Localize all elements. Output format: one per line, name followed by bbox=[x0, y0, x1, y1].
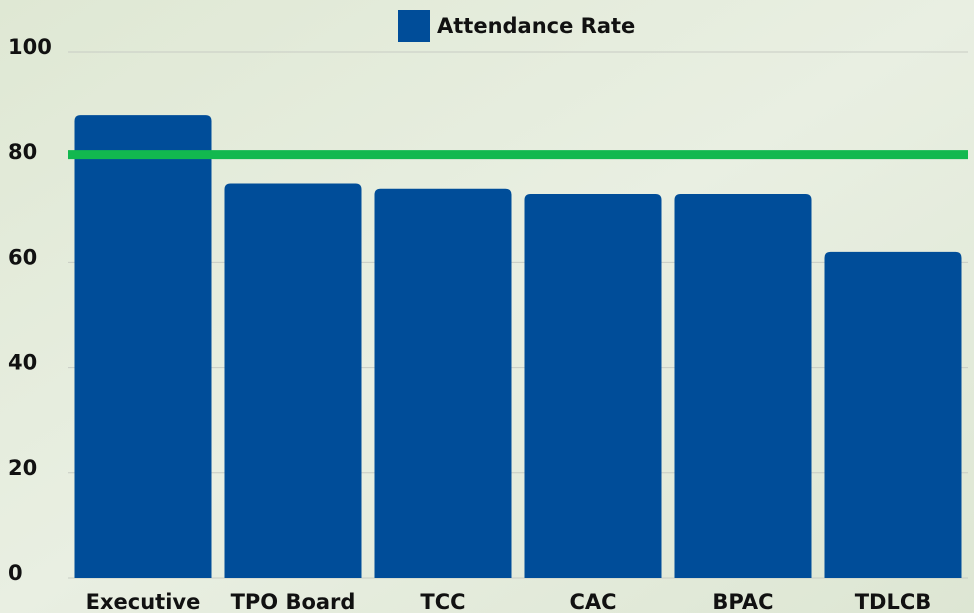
legend-swatch bbox=[398, 10, 430, 42]
x-tick-label: Executive bbox=[86, 590, 201, 613]
page: 0 20 40 60 80 100 Attendance Rate Executive TPO … bbox=[0, 0, 974, 613]
x-tick-label: TDLCB bbox=[855, 590, 932, 613]
chart: 0 20 40 60 80 100 Attendance Rate Executive TPO … bbox=[0, 0, 974, 613]
bar bbox=[75, 115, 212, 578]
x-tick-label: CAC bbox=[569, 590, 616, 613]
y-tick-label: 20 bbox=[8, 456, 37, 480]
y-tick-label: 80 bbox=[8, 140, 37, 164]
bar bbox=[675, 194, 812, 578]
bar bbox=[825, 252, 962, 578]
x-tick-label: TPO Board bbox=[231, 590, 356, 613]
y-tick-label: 100 bbox=[8, 35, 52, 59]
bar bbox=[225, 184, 362, 579]
y-tick-label: 40 bbox=[8, 351, 37, 375]
bar bbox=[375, 189, 512, 578]
bar bbox=[525, 194, 662, 578]
x-tick-label: TCC bbox=[420, 590, 465, 613]
legend-label: Attendance Rate bbox=[437, 14, 635, 38]
y-tick-label: 0 bbox=[8, 561, 23, 585]
x-tick-label: BPAC bbox=[712, 590, 773, 613]
y-tick-label: 60 bbox=[8, 245, 37, 269]
